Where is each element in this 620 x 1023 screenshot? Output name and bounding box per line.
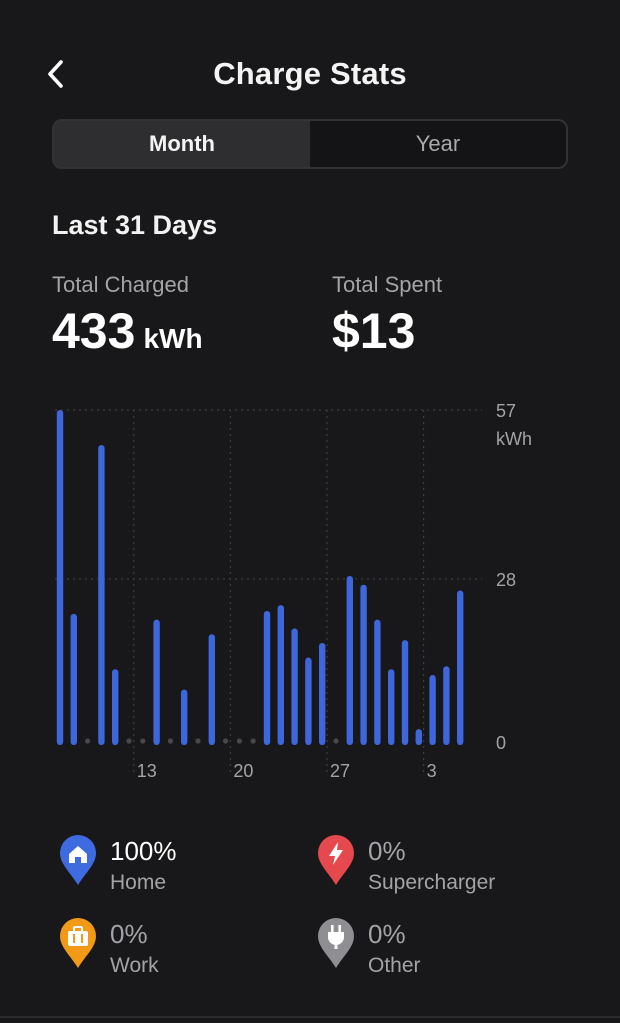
header: Charge Stats <box>0 48 620 100</box>
home-label: Home <box>110 871 167 894</box>
bar <box>263 610 271 745</box>
plug-icon <box>318 918 354 968</box>
x-tick-label: 13 <box>137 761 157 781</box>
bar-empty-day <box>195 738 201 744</box>
other-percent: 0% <box>368 919 406 949</box>
bar <box>305 657 312 745</box>
y-unit-label: kWh <box>496 429 532 449</box>
bar <box>153 619 160 745</box>
total-charged-label: Total Charged <box>52 272 189 297</box>
bar <box>415 729 422 745</box>
y-tick-label: 57 <box>496 401 516 421</box>
bar-empty-day <box>236 738 242 744</box>
total-spent-label: Total Spent <box>332 272 443 297</box>
bar-empty-day <box>333 738 339 744</box>
legend-item-home: 100% Home <box>58 830 318 900</box>
bar <box>112 669 119 745</box>
period-toggle: Month Year <box>52 119 568 169</box>
total-charged-unit: kWh <box>143 323 203 354</box>
bar <box>388 669 395 745</box>
bar <box>360 584 367 745</box>
tab-year[interactable]: Year <box>415 131 461 156</box>
bottom-divider <box>0 1016 620 1018</box>
bar <box>346 576 353 745</box>
bar-empty-day <box>250 738 256 744</box>
supercharger-percent: 0% <box>368 836 406 866</box>
bar-empty-day <box>140 738 146 744</box>
page-title: Charge Stats <box>213 56 407 91</box>
bar <box>291 628 298 745</box>
y-tick-label: 28 <box>496 570 516 590</box>
bar <box>457 590 464 745</box>
bar <box>277 605 284 745</box>
bar <box>181 689 188 745</box>
bar <box>70 613 77 745</box>
bar <box>401 640 409 745</box>
supercharger-label: Supercharger <box>368 871 496 894</box>
bar <box>429 675 436 745</box>
bar-empty-day <box>223 738 229 744</box>
home-percent: 100% <box>110 836 177 866</box>
bar-empty-day <box>126 738 132 744</box>
x-tick-label: 27 <box>330 761 350 781</box>
legend-item-work: 0% Work <box>58 913 318 983</box>
bar <box>208 634 215 745</box>
bar <box>56 410 64 745</box>
chart-canvas: 57 28 0 kWh 13 20 27 3 <box>55 401 532 781</box>
daily-energy-bar-chart[interactable]: 57 28 0 kWh 13 20 27 3 <box>0 380 620 800</box>
total-spent-value: $13 <box>332 303 416 359</box>
legend-item-supercharger: 0% Supercharger <box>316 830 576 900</box>
total-charged-number: 433 <box>52 303 136 359</box>
bar <box>374 619 381 745</box>
work-label: Work <box>110 954 159 977</box>
other-label: Other <box>368 954 421 977</box>
bar <box>98 444 105 745</box>
x-tick-label: 20 <box>233 761 253 781</box>
y-tick-label: 0 <box>496 733 506 753</box>
bar <box>319 642 326 745</box>
home-icon <box>60 835 96 885</box>
bar <box>443 666 450 745</box>
legend-item-other: 0% Other <box>316 913 576 983</box>
period-label: Last 31 Days <box>52 210 218 240</box>
total-charged-value: 433 kWh <box>52 306 203 356</box>
bar-empty-day <box>85 738 91 744</box>
x-tick-label: 3 <box>427 761 437 781</box>
chevron-left-icon <box>48 60 63 88</box>
back-button[interactable] <box>36 54 76 94</box>
lightning-bolt-icon <box>318 835 354 885</box>
briefcase-icon <box>60 918 96 968</box>
bar-empty-day <box>167 738 173 744</box>
tab-month[interactable]: Month <box>54 121 310 167</box>
work-percent: 0% <box>110 919 148 949</box>
charging-location-legend: 100% Home 0% Supercharger 0% Work <box>0 830 620 1000</box>
